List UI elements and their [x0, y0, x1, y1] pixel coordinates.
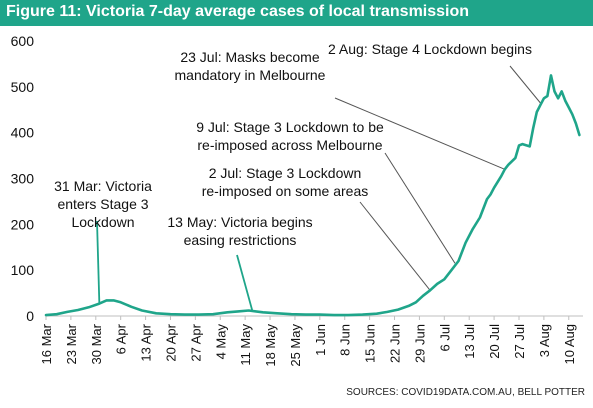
x-tick-label: 15 Jun: [363, 324, 378, 363]
annotation-leader: [509, 65, 541, 104]
x-tick-label: 10 Aug: [562, 324, 577, 365]
x-tick-label: 22 Jun: [388, 324, 403, 363]
x-tick-label: 6 Apr: [114, 323, 129, 354]
figure-header: Figure 11: Victoria 7-day average cases …: [0, 0, 593, 26]
x-tick-label: 3 Aug: [537, 324, 552, 357]
annotation-label: 31 Mar: Victoria: [54, 178, 152, 194]
y-tick-label: 400: [11, 125, 35, 141]
y-tick-label: 200: [11, 216, 35, 232]
y-tick-label: 500: [11, 79, 35, 95]
x-tick-label: 23 Mar: [64, 323, 79, 364]
annotation-leader: [334, 97, 505, 170]
annotation-leader: [384, 152, 456, 264]
x-tick-label: 6 Jul: [437, 324, 452, 352]
annotation-label: re-imposed across Melbourne: [197, 137, 382, 153]
annotation-leader: [96, 220, 101, 304]
y-tick-label: 100: [11, 262, 35, 278]
annotation-label: easing restrictions: [184, 232, 297, 248]
y-tick-label: 0: [26, 308, 34, 324]
x-tick-label: 1 Jun: [313, 324, 328, 356]
x-tick-label: 4 May: [213, 324, 228, 360]
figure-title: Figure 11: Victoria 7-day average cases …: [6, 3, 470, 20]
x-tick-label: 13 Apr: [139, 323, 154, 361]
x-tick-label: 29 Jun: [412, 324, 427, 363]
x-tick-label: 16 Mar: [39, 323, 54, 364]
annotation-leader: [236, 254, 254, 311]
x-tick-label: 8 Jun: [338, 324, 353, 356]
x-tick-label: 20 Apr: [163, 323, 178, 361]
annotation-label: 2 Jul: Stage 3 Lockdown: [209, 165, 362, 181]
annotation-label: re-imposed on some areas: [202, 183, 369, 199]
y-tick-label: 300: [11, 171, 35, 187]
x-tick-label: 30 Mar: [89, 323, 104, 364]
x-tick-label: 27 Jul: [512, 324, 527, 359]
annotation-label: 2 Aug: Stage 4 Lockdown begins: [328, 41, 532, 57]
x-tick-label: 11 May: [238, 324, 253, 366]
annotation-label: 23 Jul: Masks become: [180, 49, 319, 65]
y-tick-label: 600: [11, 33, 35, 49]
annotation-label: mandatory in Melbourne: [175, 67, 326, 83]
x-tick-label: 25 May: [288, 324, 303, 367]
x-tick-label: 13 Jul: [462, 324, 477, 359]
annotation-leader: [359, 201, 431, 291]
annotation-label: enters Stage 3: [57, 196, 148, 212]
source-note: SOURCES: COVID19DATA.COM.AU, BELL POTTER: [346, 387, 585, 398]
annotation-label: 9 Jul: Stage 3 Lockdown to be: [196, 119, 384, 135]
line-chart: 0 100 200 300 400 500 600 16 Mar 23 Mar 30 Mar 6 A…: [11, 33, 583, 367]
annotation-label: Lockdown: [71, 214, 134, 230]
x-tick-label: 20 Jul: [487, 324, 502, 359]
annotation-label: 13 May: Victoria begins: [167, 214, 312, 230]
x-tick-label: 18 May: [263, 324, 278, 367]
x-tick-label: 27 Apr: [188, 323, 203, 361]
